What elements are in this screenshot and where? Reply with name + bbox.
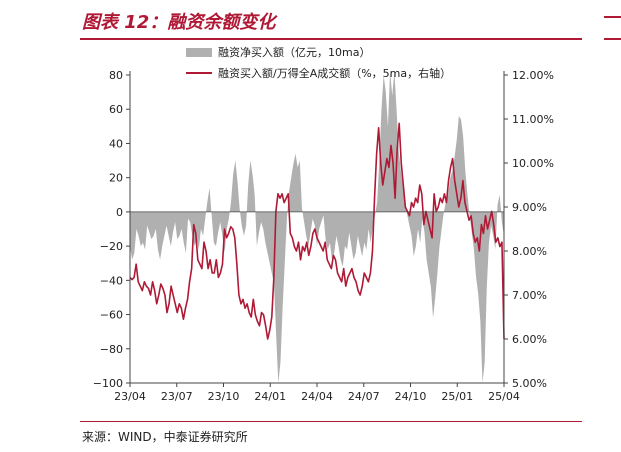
left-tick-label: −100 <box>93 377 123 390</box>
right-tick-label: 5.00% <box>512 377 547 390</box>
x-tick-label: 24/01 <box>254 390 286 403</box>
x-tick-label: 25/01 <box>441 390 473 403</box>
left-tick-label: −80 <box>100 343 123 356</box>
left-tick-label: 80 <box>109 69 123 82</box>
right-tick-label: 9.00% <box>512 201 547 214</box>
right-tick-label: 8.00% <box>512 245 547 258</box>
left-tick-label: 60 <box>109 103 123 116</box>
adjacent-figure-rule-fragment <box>604 38 621 40</box>
left-tick-label: 20 <box>109 172 123 185</box>
left-tick-label: 40 <box>109 137 123 150</box>
legend-swatch-net-buy <box>186 48 212 57</box>
left-tick-label: −20 <box>100 240 123 253</box>
x-tick-label: 23/07 <box>161 390 193 403</box>
source-note: 来源：WIND，中泰证券研究所 <box>82 430 248 444</box>
legend: 融资净买入额（亿元，10ma） 融资买入额/万得全A成交额（%，5ma，右轴） <box>186 45 451 80</box>
x-tick-label: 25/04 <box>488 390 520 403</box>
source-divider <box>80 421 582 422</box>
axes: −100 −80 −60 −40 −20 0 20 40 60 80 5.00% 6.00% 7.00%… <box>93 69 554 403</box>
adjacent-figure-title-fragment <box>604 8 621 18</box>
x-tick-label: 23/10 <box>208 390 240 403</box>
left-tick-label: −60 <box>100 309 123 322</box>
figure-title: 图表 12：融资余额变化 <box>82 12 276 33</box>
title-underline <box>80 38 582 40</box>
right-tick-label: 6.00% <box>512 333 547 346</box>
net-buy-area-layer <box>130 71 504 383</box>
right-tick-label: 11.00% <box>512 113 554 126</box>
legend-label-buy-ratio: 融资买入额/万得全A成交额（%，5ma，右轴） <box>218 66 451 80</box>
net-buy-area <box>130 71 504 383</box>
left-tick-label: −40 <box>100 274 123 287</box>
right-tick-label: 10.00% <box>512 157 554 170</box>
right-tick-label: 7.00% <box>512 289 547 302</box>
x-tick-label: 24/10 <box>395 390 427 403</box>
x-tick-label: 23/04 <box>114 390 146 403</box>
left-tick-label: 0 <box>116 206 123 219</box>
right-tick-label: 12.00% <box>512 69 554 82</box>
x-tick-label: 24/07 <box>348 390 380 403</box>
buy-ratio-line-layer <box>129 122 505 340</box>
buy-ratio-line <box>129 122 505 340</box>
x-tick-label: 24/04 <box>301 390 333 403</box>
legend-label-net-buy: 融资净买入额（亿元，10ma） <box>218 45 370 59</box>
